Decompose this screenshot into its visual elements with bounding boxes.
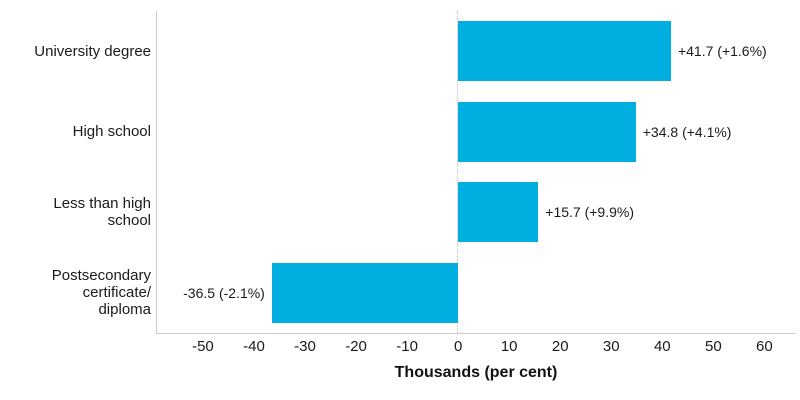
x-tick-label: 0 [453,338,463,355]
x-tick-label: 40 [653,338,671,355]
x-tick-label: 30 [602,338,620,355]
x-tick-label: -30 [294,338,316,355]
x-tick-label: -40 [243,338,265,355]
category-label: High school [0,92,151,173]
x-axis-title: Thousands (per cent) [394,364,558,381]
bar [271,262,459,323]
x-tick-label: 10 [500,338,518,355]
value-label: +41.7 (+1.6%) [677,43,767,60]
zero-reference-line [457,11,459,333]
category-label: Postsecondary certificate/ diploma [0,253,151,334]
value-label: -36.5 (-2.1%) [183,284,265,301]
x-tick-label: 50 [704,338,722,355]
x-tick-label: 20 [551,338,569,355]
category-label-text: High school [72,123,151,141]
x-tick-label: -20 [345,338,367,355]
value-label: +15.7 (+9.9%) [545,204,634,221]
x-tick-label: -10 [396,338,418,355]
category-label: University degree [0,11,151,92]
bar [458,21,671,82]
category-label-text: Less than high school [53,195,151,230]
bar [458,101,636,162]
category-label-text: Postsecondary certificate/ diploma [51,267,151,319]
category-label: Less than high school [0,172,151,253]
plot-area [156,11,796,334]
x-tick-label: -50 [192,338,214,355]
x-tick-label: 60 [756,338,773,355]
category-label-text: University degree [34,42,151,60]
bar [458,182,539,243]
value-label: +34.8 (+4.1%) [642,123,732,140]
